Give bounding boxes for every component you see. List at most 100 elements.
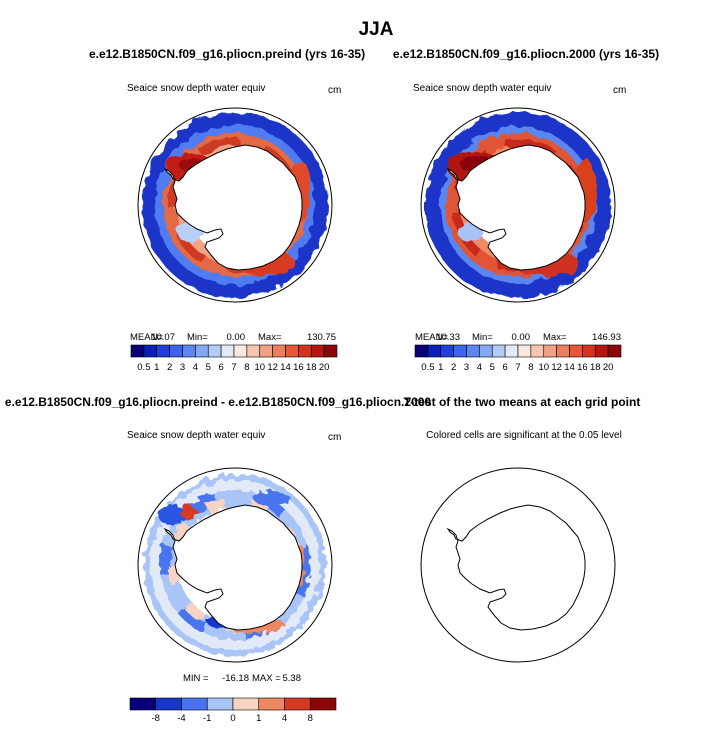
colorbar-tick-label: 10: [254, 362, 265, 373]
colorbar-tick-label: 6: [218, 362, 223, 373]
colorbar-tick-label: 0: [230, 713, 235, 724]
colorbar-swatch: [182, 344, 196, 358]
antarctica-coastline: [447, 504, 586, 631]
colorbar-swatch: [556, 344, 570, 358]
colorbar-swatch: [156, 344, 170, 358]
panel-2000: Seaice snow depth water equiv cm MEAN= 1…: [413, 83, 626, 373]
colorbar-swatch: [206, 697, 234, 711]
colorbar-tick-label: 14: [280, 362, 291, 373]
min-label: MIN =: [183, 673, 209, 684]
significance-subtitle: Colored cells are significant at the 0.0…: [426, 430, 622, 441]
colorbar-swatch: [504, 344, 519, 358]
colorbar-tick-label: 12: [551, 362, 562, 373]
colorbar-tick-label: 4: [282, 713, 287, 724]
map-boundary: [137, 467, 333, 663]
variable-label: Seaice snow depth water equiv: [127, 83, 265, 94]
colorbar-tick-label: 3: [464, 362, 469, 373]
colorbar-tick-label: -1: [203, 713, 211, 724]
colorbar-tick-label: 7: [231, 362, 236, 373]
colorbar-tick-label: 16: [293, 362, 304, 373]
colorbar-tick-label: 8: [528, 362, 533, 373]
colorbar-swatch: [246, 344, 261, 358]
colorbar-swatch: [491, 344, 506, 358]
ttest-title: T-test of the two means at each grid poi…: [404, 395, 641, 409]
colorbar-swatch: [285, 344, 299, 358]
max-value: 130.75: [307, 332, 336, 343]
colorbar-tick-label: -4: [177, 713, 185, 724]
colorbar-swatch: [130, 344, 145, 358]
colorbar-swatch: [181, 697, 208, 711]
colorbar-tick-label: 1: [438, 362, 443, 373]
colorbar-swatch: [594, 344, 609, 358]
map-boundary: [420, 467, 616, 663]
mean-value: 10.07: [151, 332, 175, 343]
colorbar: 0.5 1 2 3 4 5 6 7 8 10 12 14 16 18 20: [130, 344, 338, 373]
min-label: Min=: [472, 332, 493, 343]
max-label: Max=: [543, 332, 567, 343]
colorbar-tick-label: 14: [564, 362, 575, 373]
colorbar-tick-label: 0.5: [421, 362, 434, 373]
colorbar-swatch: [582, 344, 596, 358]
colorbar-swatch: [453, 344, 467, 358]
map-boundary: [420, 107, 616, 303]
max-value: 5.38: [283, 673, 302, 684]
colorbar-swatch: [479, 344, 493, 358]
colorbar-tick-label: 8: [308, 713, 313, 724]
colorbar-swatch: [517, 344, 532, 358]
colorbar-tick-label: 8: [244, 362, 249, 373]
colorbar-tick-label: 20: [603, 362, 614, 373]
colorbar-swatch: [259, 344, 273, 358]
colorbar-tick-label: 2: [451, 362, 456, 373]
colorbar-swatch: [284, 697, 311, 711]
min-value: 0.00: [512, 332, 531, 343]
colorbar-tick-label: 4: [193, 362, 198, 373]
colorbar-tick-label: 7: [515, 362, 520, 373]
colorbar-tick-label: 3: [180, 362, 185, 373]
colorbar-tick-label: 2: [167, 362, 172, 373]
panel-difference: Seaice snow depth water equiv cm MIN = -…: [127, 430, 341, 724]
colorbar-swatch: [414, 344, 429, 358]
colorbar-swatch: [258, 697, 285, 711]
colorbar-tick-label: 12: [267, 362, 278, 373]
colorbar-swatch: [530, 344, 545, 358]
variable-label: Seaice snow depth water equiv: [127, 430, 265, 441]
colorbar-swatch: [220, 344, 235, 358]
colorbar-tick-label: 1: [256, 713, 261, 724]
colorbar-swatch: [272, 344, 286, 358]
mean-value: 10.33: [436, 332, 460, 343]
colorbar-tick-label: 4: [477, 362, 482, 373]
colorbar-swatch: [232, 697, 260, 711]
colorbar-tick-label: 20: [319, 362, 330, 373]
colorbar-swatch: [155, 697, 182, 711]
max-label: Max=: [258, 332, 282, 343]
colorbar-swatch: [607, 344, 622, 358]
colorbar-swatch: [309, 697, 337, 711]
diff-title: e.e12.B1850CN.f09_g16.pliocn.preind - e.…: [5, 395, 432, 409]
colorbar-swatch: [427, 344, 442, 358]
colorbar-swatch: [440, 344, 454, 358]
mean-label: MEAN=: [130, 332, 163, 343]
colorbar-tick-label: 0.5: [137, 362, 150, 373]
colorbar-swatch: [233, 344, 248, 358]
colorbar-swatch: [310, 344, 325, 358]
left-case-title: e.e12.B1850CN.f09_g16.pliocn.preind (yrs…: [89, 47, 365, 61]
colorbar-swatch: [466, 344, 480, 358]
colorbar-swatch: [323, 344, 338, 358]
panel-ttest: Colored cells are significant at the 0.0…: [420, 430, 622, 663]
colorbar-tick-label: 5: [206, 362, 211, 373]
colorbar-tick-label: 18: [306, 362, 317, 373]
colorbar-swatch: [543, 344, 557, 358]
colorbar-tick-label: 1: [154, 362, 159, 373]
colorbar-swatch: [143, 344, 158, 358]
min-value: 0.00: [227, 332, 246, 343]
colorbar: -8 -4 -1 0 1 4 8: [129, 697, 337, 724]
max-value: 146.93: [592, 332, 621, 343]
mean-label: MEAN=: [415, 332, 448, 343]
season-title: JJA: [359, 19, 394, 40]
colorbar-tick-label: 16: [577, 362, 588, 373]
colorbar-tick-label: 10: [538, 362, 549, 373]
colorbar-tick-label: -8: [152, 713, 160, 724]
min-value: -16.18: [222, 673, 249, 684]
colorbar-swatch: [195, 344, 209, 358]
